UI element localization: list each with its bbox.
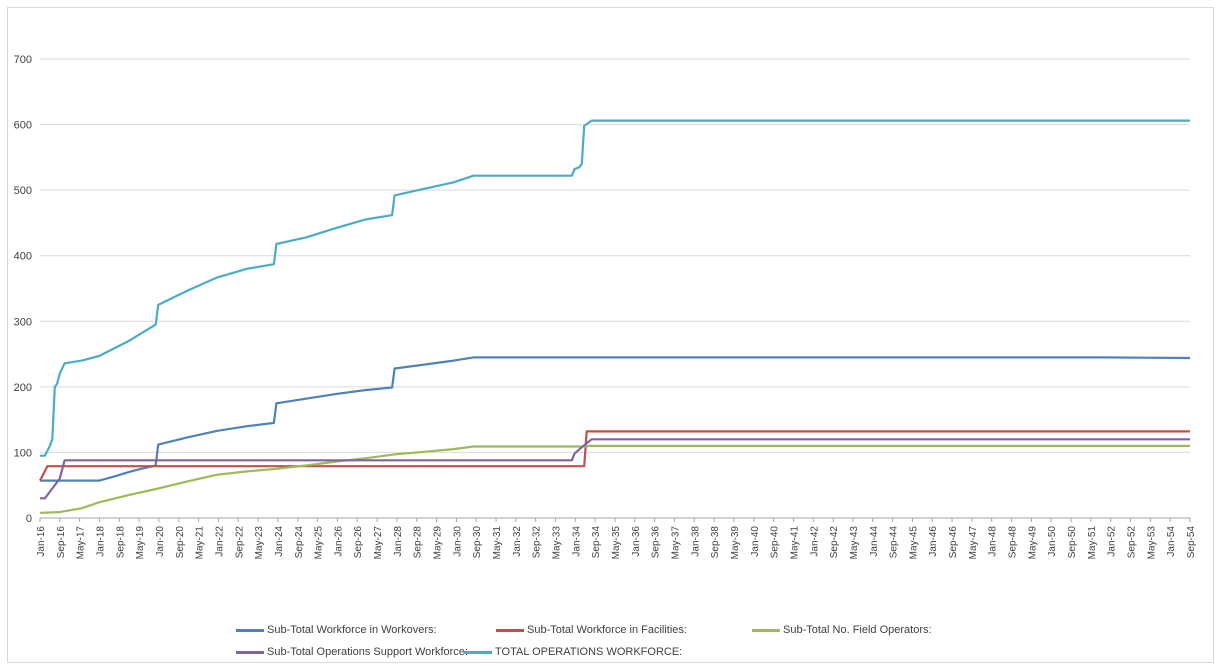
line-chart: 0 100 200 300 400 500 600 700 Jan-16 Sep-16 May-1…	[14, 54, 1197, 559]
y-tick-label: 200	[14, 382, 32, 394]
x-tick-label: May-43	[849, 526, 860, 560]
x-tick-label: Sep-18	[115, 526, 126, 559]
x-tick-label: May-33	[552, 526, 563, 560]
x-tick-label: Jan-38	[690, 526, 701, 557]
legend-label: Sub-Total Workforce in Workovers:	[267, 624, 437, 636]
y-tick-label: 700	[14, 54, 32, 66]
x-tick-label: May-49	[1027, 526, 1038, 560]
y-tick-label: 300	[14, 316, 32, 328]
x-tick-label: Jan-30	[452, 526, 463, 557]
x-tick-label: Jan-32	[512, 526, 523, 557]
y-tick-label: 400	[14, 251, 32, 263]
x-tick-label: May-19	[135, 526, 146, 560]
legend-item-facilities: Sub-Total Workforce in Facilities:	[496, 622, 687, 638]
x-tick-label: May-23	[254, 526, 265, 560]
x-tick-label: May-25	[314, 526, 325, 560]
x-tick-label: Jan-52	[1107, 526, 1118, 557]
x-tick-label: Sep-44	[889, 526, 900, 559]
x-tick-label: Sep-34	[591, 526, 602, 559]
x-tick-label: Jan-54	[1166, 526, 1177, 557]
legend-label: Sub-Total Workforce in Facilities:	[527, 624, 687, 636]
x-tick-label: Sep-16	[56, 526, 67, 559]
legend-item-workovers: Sub-Total Workforce in Workovers:	[236, 622, 437, 638]
x-tick-label: May-35	[611, 526, 622, 560]
y-tick-label: 500	[14, 185, 32, 197]
x-tick-label: Jan-42	[809, 526, 820, 557]
x-tick-label: Jan-22	[214, 526, 225, 557]
x-tick-label: Jan-18	[95, 526, 106, 557]
x-tick-label: Jan-20	[155, 526, 166, 557]
x-tick-label: Jan-46	[928, 526, 939, 557]
x-tick-label: Sep-24	[294, 526, 305, 559]
x-tick-label: May-41	[789, 526, 800, 560]
x-tick-label: Jan-40	[750, 526, 761, 557]
legend-label: TOTAL OPERATIONS WORKFORCE:	[495, 646, 683, 658]
x-tick-label: May-29	[433, 526, 444, 560]
series-line-1	[39, 430, 1190, 482]
x-tick-label: Sep-48	[1008, 526, 1019, 559]
chart-frame: 0 100 200 300 400 500 600 700 Jan-16 Sep-16 May-1…	[7, 7, 1214, 663]
series-lines	[39, 119, 1191, 514]
x-tick-label: May-17	[76, 526, 87, 560]
x-tick-label: Jan-36	[631, 526, 642, 557]
legend-item-total-operations: TOTAL OPERATIONS WORKFORCE:	[464, 644, 682, 660]
x-tick-label: Sep-52	[1127, 526, 1138, 559]
y-tick-label: 100	[14, 447, 32, 459]
y-axis-ticks: 0 100 200 300 400 500 600 700	[14, 54, 32, 525]
x-tick-label: May-47	[968, 526, 979, 560]
x-tick-label: May-45	[908, 526, 919, 560]
gridlines	[40, 58, 1190, 519]
x-tick-label: Jan-28	[393, 526, 404, 557]
legend-label: Sub-Total Operations Support Workforce:	[267, 646, 468, 658]
x-tick-label: Sep-26	[353, 526, 364, 559]
series-line-2	[39, 444, 1190, 514]
x-tick-label: May-53	[1146, 526, 1157, 560]
x-tick-label: Sep-40	[770, 526, 781, 559]
legend-item-operations-support: Sub-Total Operations Support Workforce:	[236, 644, 468, 660]
x-tick-label: Sep-50	[1067, 526, 1078, 559]
x-tick-label: Sep-32	[532, 526, 543, 559]
x-tick-label: May-51	[1087, 526, 1098, 560]
x-tick-label: Sep-46	[948, 526, 959, 559]
y-tick-label: 600	[14, 120, 32, 132]
x-tick-label: May-27	[373, 526, 384, 560]
legend: Sub-Total Workforce in Workovers: Sub-To…	[236, 620, 996, 670]
x-tick-label: Sep-38	[710, 526, 721, 559]
x-tick-label: Sep-22	[234, 526, 245, 559]
x-tick-label: May-37	[670, 526, 681, 560]
x-tick-label: Jan-16	[36, 526, 47, 557]
x-tick-label: Jan-50	[1047, 526, 1058, 557]
x-tick-label: May-21	[195, 526, 206, 560]
legend-swatch	[236, 650, 264, 654]
x-tick-label: Sep-36	[651, 526, 662, 559]
series-line-3	[40, 438, 1190, 500]
x-tick-label: Sep-20	[175, 526, 186, 559]
x-tick-label: Jan-26	[333, 526, 344, 557]
x-tick-label: Sep-30	[472, 526, 483, 559]
x-tick-label: Jan-48	[988, 526, 999, 557]
legend-swatch	[496, 628, 524, 632]
x-tick-label: Sep-54	[1186, 526, 1197, 559]
x-tick-label: Jan-34	[571, 526, 582, 557]
x-tick-label: May-31	[492, 526, 503, 560]
series-line-0	[40, 356, 1191, 482]
legend-swatch	[752, 628, 780, 632]
x-tick-label: Jan-44	[869, 526, 880, 557]
legend-swatch	[236, 628, 264, 632]
legend-label: Sub-Total No. Field Operators:	[783, 624, 932, 636]
legend-swatch	[464, 650, 492, 654]
x-tick-label: Sep-42	[829, 526, 840, 559]
x-tick-label: May-39	[730, 526, 741, 560]
x-tick-label: Sep-28	[413, 526, 424, 559]
legend-item-field-operators: Sub-Total No. Field Operators:	[752, 622, 932, 638]
x-axis-ticks: Jan-16 Sep-16 May-17 Jan-18 Sep-18 May-19 Jan-…	[36, 518, 1197, 559]
y-tick-label: 0	[26, 513, 32, 525]
series-line-4	[40, 119, 1190, 457]
x-tick-label: Jan-24	[274, 526, 285, 557]
